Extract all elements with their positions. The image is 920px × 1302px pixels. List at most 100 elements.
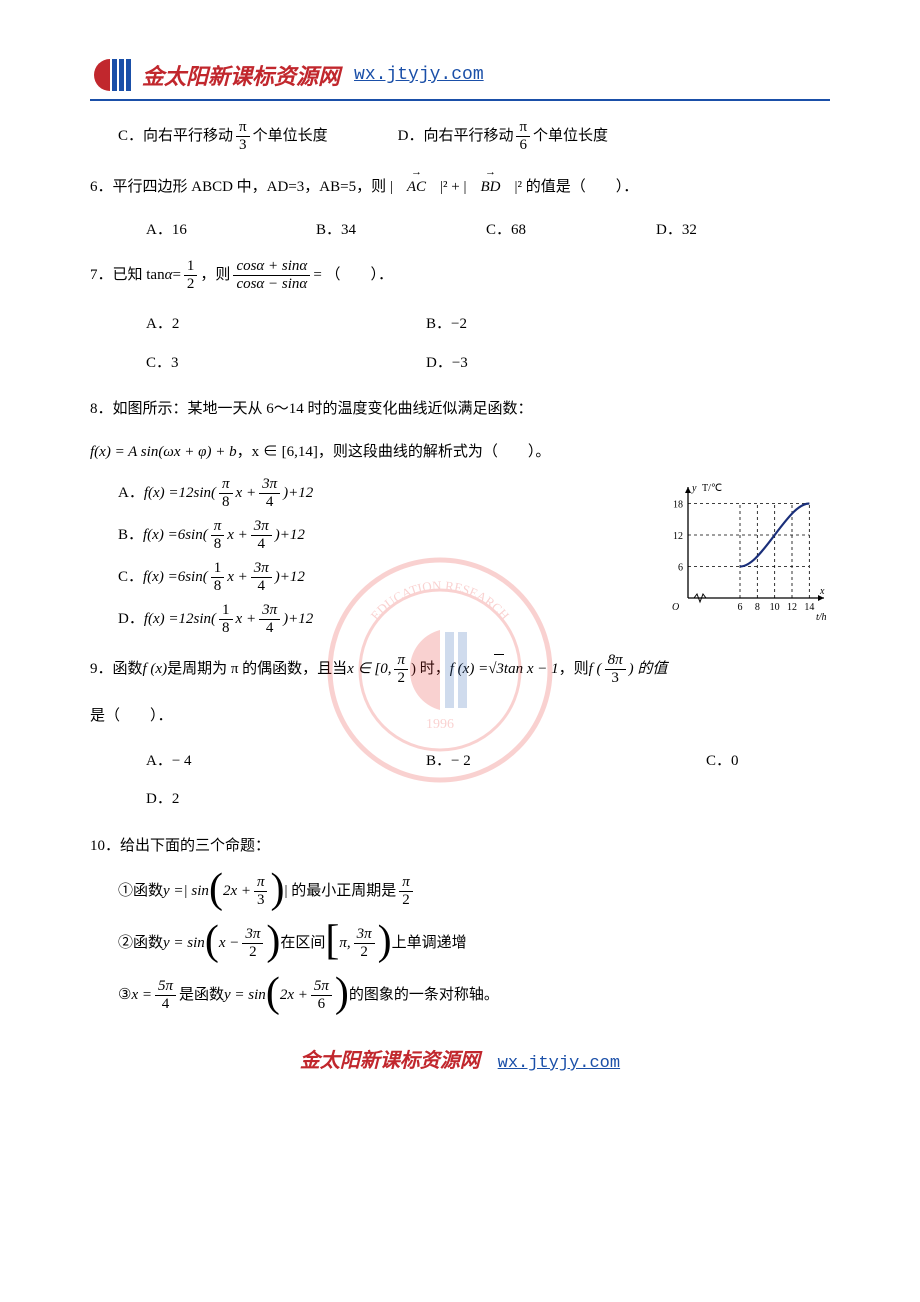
q10-p2-lo: π, [339,929,350,958]
q7-main-frac: cosα + sinαcosα − sinα [233,258,310,292]
q6-opt-a: A．16 [146,216,316,245]
q5-c-prefix: C．向右平行移动 [118,122,233,151]
q8-options: A． f(x) = 12 sin( π8 x + 3π4 ) +12 B． f(… [90,476,660,642]
q9-stem-tail: 是（ ）． [90,702,830,731]
q5-c-suffix: 个单位长度 [253,122,328,151]
q8a-label: A． [118,479,144,508]
q10-p2-b: 在区间 [280,929,325,958]
q10-p3-b: 是函数 [179,981,224,1010]
q9-xin: x ∈ [0, [347,655,391,684]
footer-brand-url[interactable]: wx.jtyjy.com [498,1054,620,1073]
q9-t3: ) 时， [411,655,450,684]
q5-d-prefix: D．向右平行移动 [398,122,514,151]
q7-opt-d: D．−3 [426,349,706,378]
q6-vec-bd: BD [481,173,501,202]
q8-opt-c: C． f(x) = 6 sin( 18 x + 3π4 ) +12 [118,560,660,594]
q6-text-3: |² 的值是（ ）． [515,173,639,202]
q8-stem-2: f(x) = A sin(ωx + φ) + b ，x ∈ [6,14]，则这段… [90,438,830,467]
q6-vec-ac: AC [407,173,426,202]
q7-alpha: α [165,261,173,290]
q8-opt-d: D． f(x) = 12 sin( 18 x + 3π4 ) +12 [118,602,660,636]
q9-t1: 9．函数 [90,655,143,684]
q7-options-ab: A．2 B．−2 [90,310,830,339]
q9-tan: tan x − 1 [504,655,559,684]
q6-opt-d: D．32 [656,216,826,245]
q10-p3-in: 2x + [280,981,308,1010]
q10-stem: 10．给出下面的三个命题： [90,832,830,861]
q9-options-d: D．2 [90,785,830,814]
footer-brand-name: 金太阳新课标资源网 [300,1050,480,1072]
q9-opt-b: B．− 2 [426,747,706,776]
q10-p3-a: ③ [118,981,131,1010]
q8-opt-b: B． f(x) = 6 sin( π8 x + 3π4 ) +12 [118,518,660,552]
q9-options-abc: A．− 4 B．− 2 C．0 [90,747,830,776]
q6-opt-b: B．34 [316,216,486,245]
q6-opt-c: C．68 [486,216,656,245]
q7-t1: 7．已知 tan [90,261,165,290]
q10-p2-in: x − [219,929,240,958]
q10-p1-a: ①函数 [118,877,163,906]
q5-options-cd: C．向右平行移动 π3 个单位长度 D．向右平行移动 π6 个单位长度 [90,119,830,153]
q7-options-cd: C．3 D．−3 [90,349,830,378]
q10-p1-y: y =| sin [163,877,209,906]
q5-c-frac: π3 [236,119,250,153]
q10-p3-x: x = [131,981,152,1010]
q7-t3: = （ ）． [313,261,393,290]
brand-url[interactable]: wx.jtyjy.com [354,65,484,85]
q8a-amp: 12 [179,479,194,508]
q10-p3-c: 的图象的一条对称轴。 [349,981,499,1010]
svg-text:10: 10 [770,602,780,613]
q9-opt-d: D．2 [146,785,426,814]
svg-text:12: 12 [787,602,797,613]
q10-p2-a: ②函数 [118,929,163,958]
q7-stem: 7．已知 tan α = 12 ，则 cosα + sinαcosα − sin… [90,258,830,292]
q9-stem: 9．函数 f (x) 是周期为 π 的偶函数，且当 x ∈ [0, π2 ) 时… [90,652,830,686]
q7-t2: ，则 [200,261,230,290]
q8d-label: D． [118,605,144,634]
q10-p3: ③ x = 5π4 是函数 y = sin ( 2x + 5π6 ) 的图象的一… [90,978,830,1012]
q10-p3-y: y = sin [224,981,266,1010]
q9-opt-a: A．− 4 [146,747,426,776]
q9-fof: f ( [589,655,602,684]
q8b-label: B． [118,521,143,550]
svg-text:x: x [819,586,825,597]
q8-opt-a: A． f(x) = 12 sin( π8 x + 3π4 ) +12 [118,476,660,510]
svg-text:14: 14 [804,602,814,613]
page-header: 金太阳新课标资源网 wx.jtyjy.com [90,55,830,101]
page-footer: 金太阳新课标资源网 wx.jtyjy.com [90,1042,830,1080]
svg-text:6: 6 [738,602,743,613]
q6-stem: 6．平行四边形 ABCD 中，AD=3，AB=5，则 | AC |² + | B… [90,173,830,202]
svg-text:12: 12 [673,531,683,542]
q9-sqrt: 3 [488,654,504,684]
q8-formula: f(x) = A sin(ωx + φ) + b [90,438,237,467]
q9-t4: ，则 [559,655,589,684]
q8a-off: +12 [288,479,313,508]
q5-d-frac: π6 [516,119,530,153]
q6-text-2: |² + | [440,173,466,202]
q10-p2-y: y = sin [163,929,205,958]
q9-fx: f (x) [143,655,168,684]
q9-fxeq: f (x) = [450,655,488,684]
q10-p1-in: 2x + [223,877,251,906]
q8-temperature-chart: 6810121461218OyT/℃xt/h [660,476,830,626]
content-body: C．向右平行移动 π3 个单位长度 D．向右平行移动 π6 个单位长度 6．平行… [90,119,830,1080]
q10-p2: ②函数 y = sin ( x − 3π2 ) 在区间 [ π, 3π2 ) 上… [90,926,830,960]
q9-opt-c: C．0 [706,747,786,776]
q9-t5: ) 的值 [629,655,668,684]
svg-text:O: O [672,602,679,613]
q10-p1-b: | 的最小正周期是 [284,877,396,906]
svg-text:18: 18 [673,500,683,511]
svg-text:T/℃: T/℃ [702,483,722,494]
brand-logo [90,55,136,95]
svg-text:y: y [691,483,697,494]
q8-stem-1: 8．如图所示：某地一天从 6～14 时的温度变化曲线近似满足函数： [90,395,830,424]
q10-p2-c: 上单调递增 [392,929,467,958]
q7-opt-a: A．2 [146,310,426,339]
q10-p1: ①函数 y =| sin ( 2x + π3 ) | 的最小正周期是 π2 [90,874,830,908]
q7-opt-c: C．3 [146,349,426,378]
q9-t2: 是周期为 π 的偶函数，且当 [167,655,347,684]
q8-stem-2b: ，x ∈ [6,14]，则这段曲线的解析式为（ ）。 [237,438,551,467]
q7-eq: = [172,261,180,290]
svg-text:6: 6 [678,563,683,574]
brand-name: 金太阳新课标资源网 [142,59,340,91]
